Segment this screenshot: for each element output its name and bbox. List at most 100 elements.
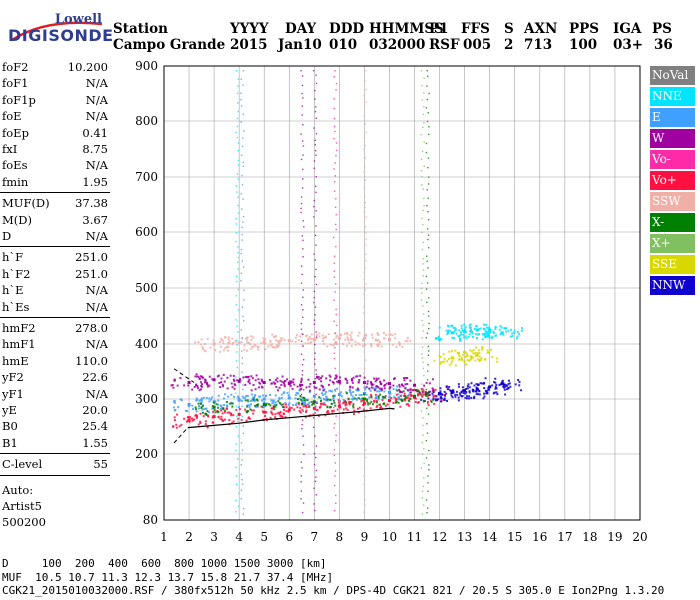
data-point <box>451 390 454 393</box>
data-point <box>319 405 322 408</box>
data-point <box>450 390 454 394</box>
data-point <box>203 349 206 352</box>
data-point <box>338 376 341 379</box>
interference-dot <box>425 151 428 154</box>
data-point <box>253 395 256 398</box>
data-point <box>309 337 312 340</box>
interference-dot <box>428 126 430 128</box>
data-point <box>260 385 263 388</box>
param-divider <box>0 246 110 248</box>
data-point <box>468 391 471 394</box>
data-point <box>370 345 373 348</box>
data-point <box>377 343 380 346</box>
data-point <box>324 403 327 406</box>
data-point <box>262 410 266 414</box>
interference-dot <box>242 221 244 223</box>
interference-dot <box>237 110 239 113</box>
data-point <box>333 377 336 380</box>
data-point <box>346 333 349 336</box>
interference-dot <box>300 207 302 210</box>
data-point <box>474 352 477 355</box>
data-point <box>470 355 473 358</box>
param-row-fof2: foF2 10.200 <box>2 60 108 76</box>
interference-dot <box>240 442 243 444</box>
data-point <box>438 338 441 341</box>
data-point <box>322 389 325 392</box>
chart-grid <box>164 66 640 520</box>
data-point <box>238 408 241 411</box>
interference-dot <box>301 273 303 276</box>
data-point <box>255 398 258 401</box>
data-point <box>443 398 446 401</box>
data-point <box>427 404 430 407</box>
data-point <box>401 399 404 402</box>
data-point <box>389 386 392 389</box>
data-point <box>408 391 411 394</box>
param-value: 251.0 <box>75 266 108 281</box>
interference-dot <box>315 393 317 396</box>
interference-dot <box>335 308 337 311</box>
data-point <box>295 334 298 337</box>
data-point <box>213 401 216 404</box>
interference-dot <box>422 126 424 129</box>
data-point <box>358 406 361 409</box>
data-point <box>247 380 250 383</box>
data-point <box>335 336 338 339</box>
y-tick-label: 500 <box>135 281 158 295</box>
interference-dot <box>236 415 238 417</box>
data-point <box>275 404 278 407</box>
interference-dot <box>300 481 302 483</box>
param-divider <box>0 453 110 455</box>
interference-dot <box>333 270 336 272</box>
interference-dot <box>333 168 335 170</box>
data-point <box>395 388 398 391</box>
data-point <box>483 395 486 398</box>
data-point <box>403 377 406 380</box>
data-point <box>438 354 441 357</box>
data-point <box>196 386 199 389</box>
data-point <box>362 401 366 405</box>
data-point <box>244 375 247 378</box>
data-point <box>394 333 397 336</box>
data-point <box>357 342 360 345</box>
data-point <box>357 334 360 337</box>
param-value: 10.200 <box>67 60 108 74</box>
interference-dot <box>243 130 245 132</box>
x-tick-label: 13 <box>457 530 472 544</box>
interference-dot <box>333 236 335 239</box>
data-point <box>396 385 399 388</box>
interference-dot <box>300 322 303 325</box>
data-point <box>264 411 267 414</box>
data-point <box>506 385 509 388</box>
data-point <box>260 399 263 402</box>
data-point <box>472 352 475 355</box>
data-point <box>263 405 266 408</box>
param-row-yf1: yF1 N/A <box>2 387 108 403</box>
interference-dot <box>365 238 367 240</box>
data-point <box>443 397 446 400</box>
data-point <box>509 335 512 338</box>
data-point <box>461 386 464 389</box>
data-point <box>278 342 281 345</box>
interference-dot <box>235 449 237 452</box>
x-tick-label: 2 <box>185 530 193 544</box>
data-point <box>432 391 435 394</box>
data-point <box>274 378 277 381</box>
data-point <box>486 349 489 352</box>
data-point <box>203 378 206 381</box>
interference-dot <box>237 435 239 437</box>
data-point <box>299 411 302 414</box>
data-point <box>434 337 437 340</box>
data-point <box>171 384 174 387</box>
data-point <box>479 327 482 330</box>
data-point <box>224 393 227 396</box>
data-point <box>277 400 280 403</box>
interference-dot <box>364 498 366 501</box>
interference-dot <box>422 324 424 326</box>
interference-dot <box>363 490 365 492</box>
data-point <box>284 403 287 406</box>
data-point <box>307 339 310 342</box>
interference-dot <box>334 470 337 472</box>
logo-line2: DIGISONDE <box>8 26 114 45</box>
interference-dot <box>422 485 424 488</box>
